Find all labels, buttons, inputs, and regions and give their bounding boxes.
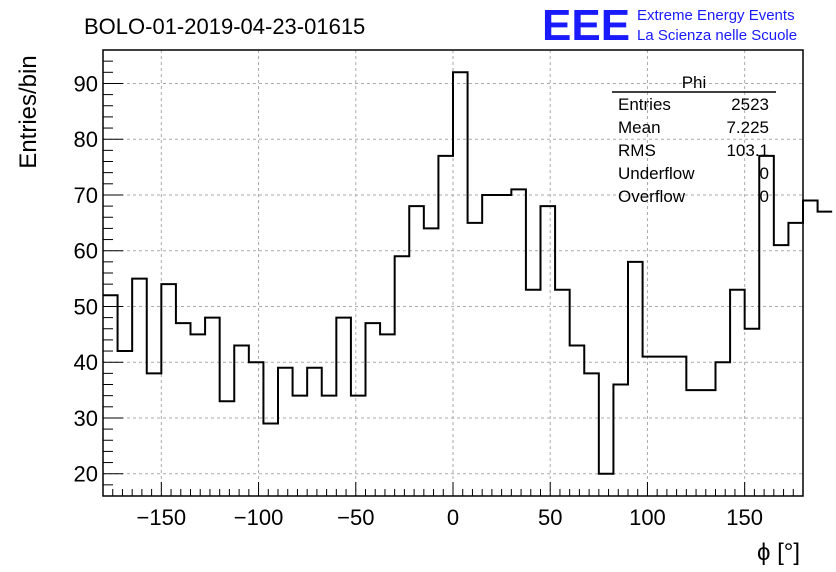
x-tick-label: 0: [447, 505, 459, 530]
logo-line2: La Scienza nelle Scuole: [637, 27, 797, 44]
stats-row-label: Underflow: [618, 164, 695, 183]
stats-row-value: 7.225: [726, 118, 769, 137]
y-tick-label: 50: [74, 294, 98, 319]
stats-row-value: 0: [760, 187, 769, 206]
y-tick-label: 20: [74, 462, 98, 487]
stats-box: Phi Entries 2523 Mean 7.225 RMS 103.1 Underflo…: [612, 73, 776, 206]
stats-row-value: 103.1: [726, 141, 769, 160]
y-tick-label: 40: [74, 350, 98, 375]
stats-title: Phi: [682, 73, 707, 92]
x-tick-label: −100: [234, 505, 284, 530]
x-tick-label: 100: [629, 505, 666, 530]
y-tick-label: 60: [74, 239, 98, 264]
y-axis-label: Entries/bin: [15, 55, 42, 168]
x-tick-label: −50: [337, 505, 374, 530]
eee-logo: EEE Extreme Energy Events La Scienza nel…: [542, 1, 797, 50]
x-tick-label: 150: [726, 505, 763, 530]
logo-line1: Extreme Energy Events: [637, 7, 795, 24]
y-tick-label: 80: [74, 127, 98, 152]
x-tick-label: −150: [137, 505, 187, 530]
stats-row-label: Mean: [618, 118, 661, 137]
y-tick-labels: 20 30 40 50 60 70 80 90: [74, 71, 98, 486]
axis-ticks: [103, 60, 794, 496]
y-tick-label: 90: [74, 71, 98, 96]
x-axis-label: ϕ [°]: [757, 539, 800, 566]
stats-row-label: Overflow: [618, 187, 686, 206]
y-tick-label: 70: [74, 183, 98, 208]
x-tick-labels: −150 −100 −50 0 50 100 150: [137, 505, 763, 530]
histogram-series-line: [103, 71, 833, 475]
y-tick-label: 30: [74, 406, 98, 431]
stats-rows: Entries 2523 Mean 7.225 RMS 103.1 Underflow 0 Ov…: [618, 95, 769, 206]
x-tick-label: 50: [538, 505, 562, 530]
logo-mark: EEE: [542, 1, 630, 50]
stats-row-value: 0: [760, 164, 769, 183]
stats-row-label: Entries: [618, 95, 671, 114]
chart-title: BOLO-01-2019-04-23-01615: [84, 14, 365, 39]
stats-row-value: 2523: [731, 95, 769, 114]
stats-row-label: RMS: [618, 141, 656, 160]
